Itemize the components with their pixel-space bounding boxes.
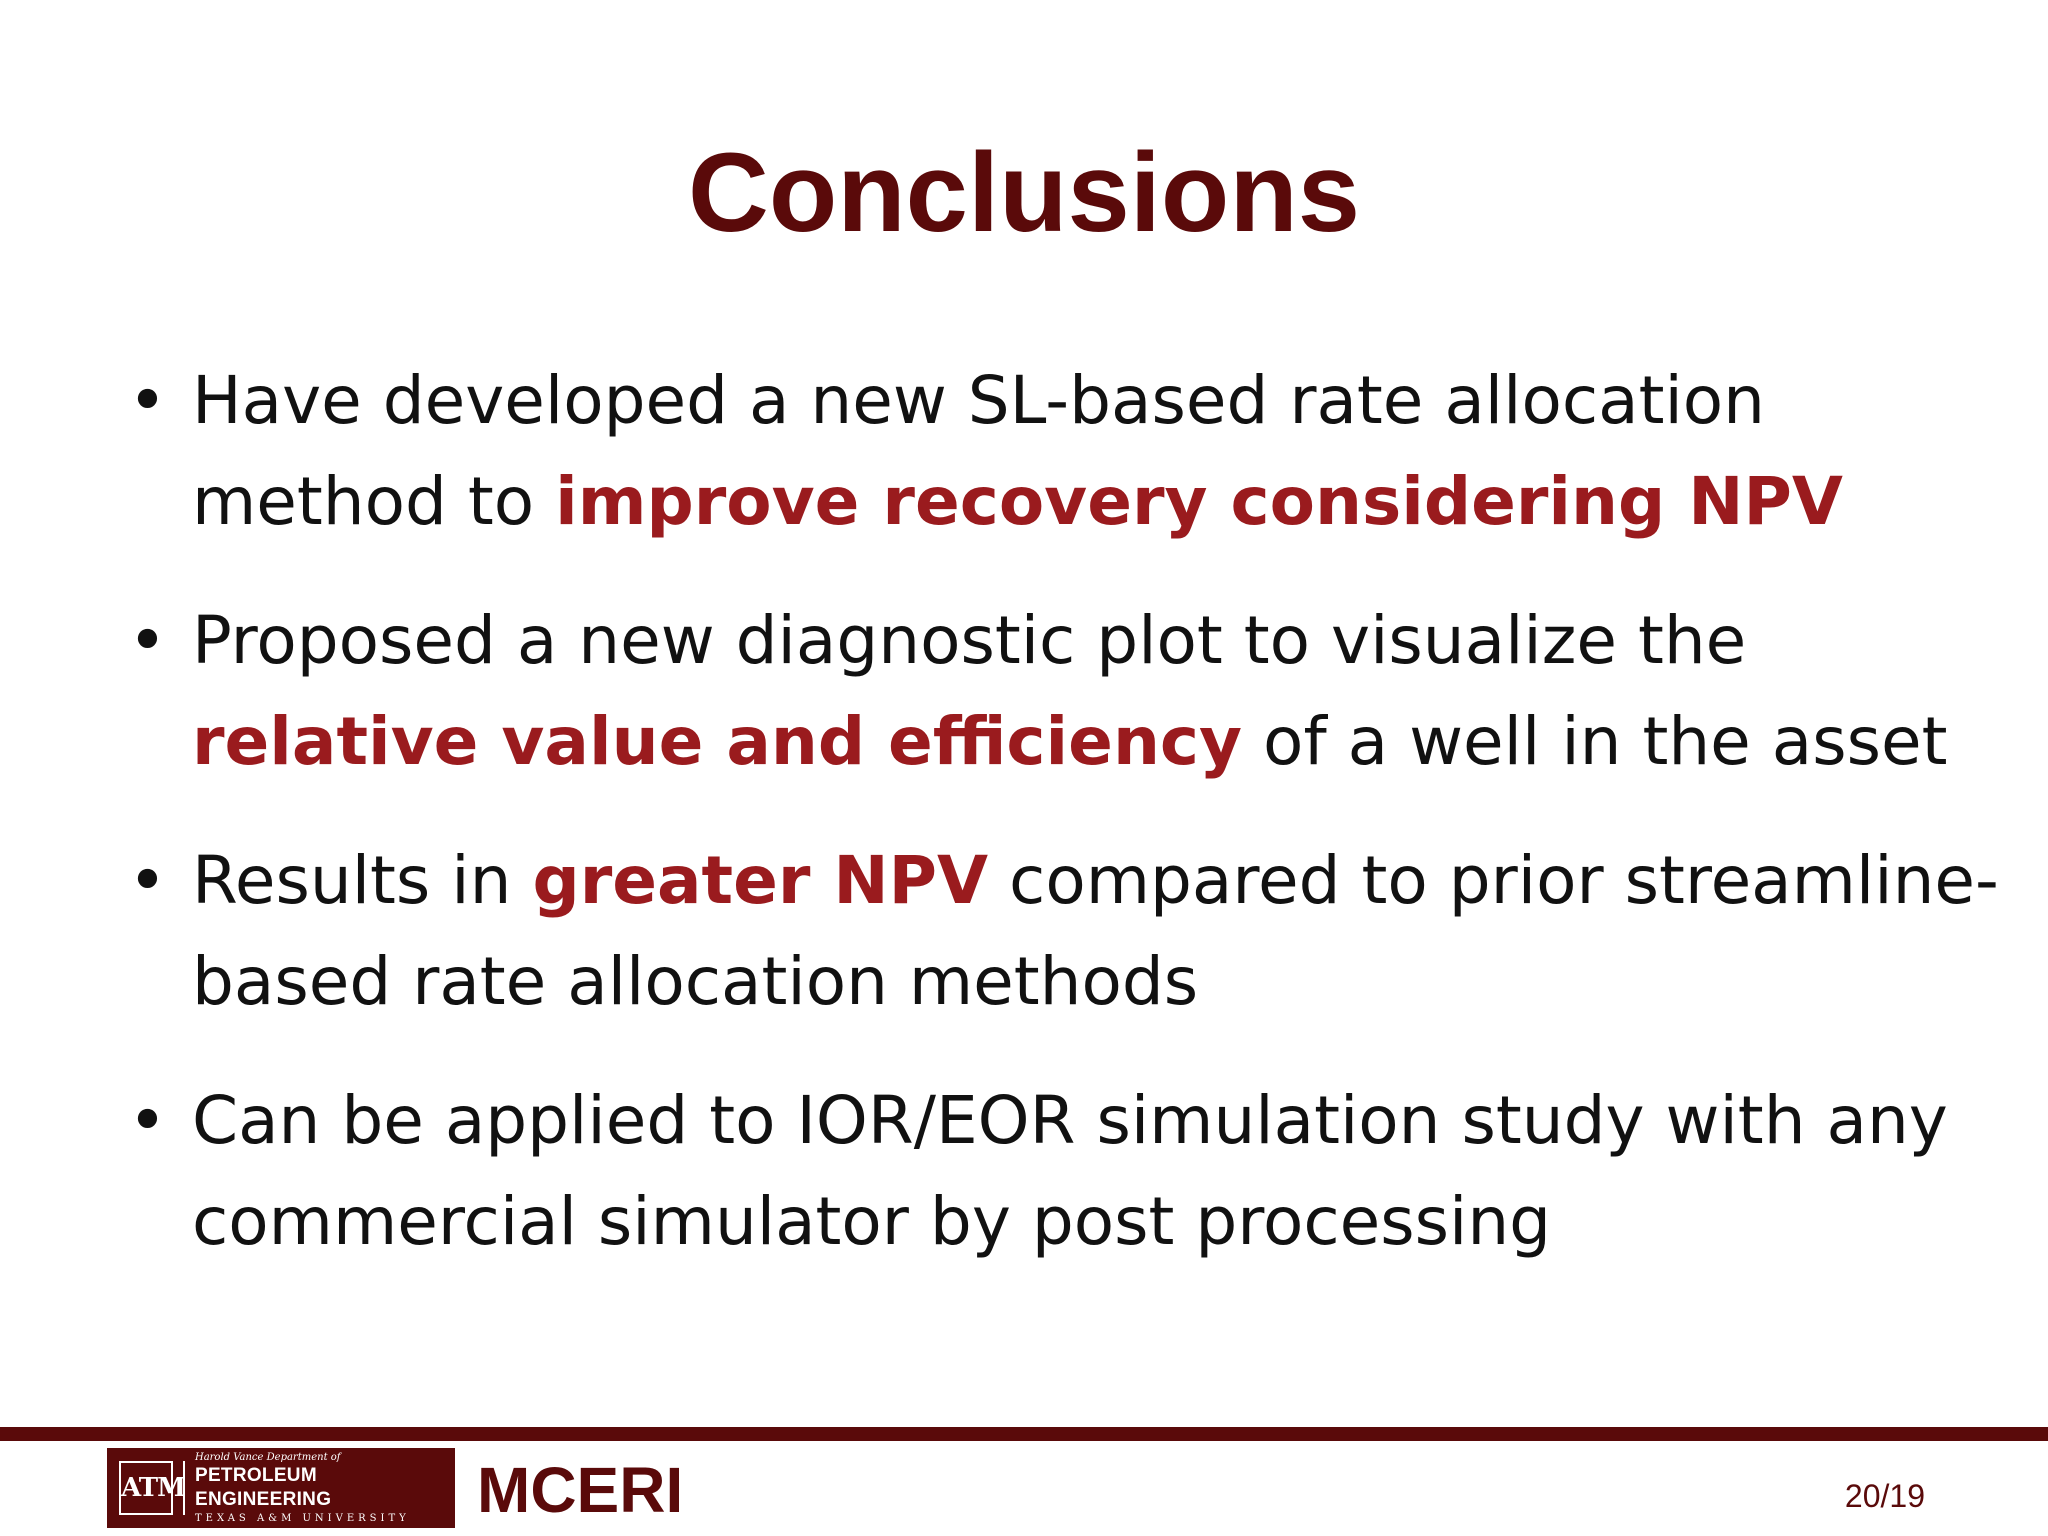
logo-university-text: TEXAS A&M UNIVERSITY (195, 1512, 455, 1525)
bullet-dot-icon: • (128, 350, 167, 451)
bullet-item: • Can be applied to IOR/EOR simulation s… (128, 1070, 2008, 1272)
logo-main-text: PETROLEUM ENGINEERING (195, 1464, 455, 1512)
logo-department-text: Harold Vance Department of (195, 1451, 455, 1464)
bullet-text: Results in (192, 842, 532, 919)
petroleum-engineering-logo: ATM Harold Vance Department of PETROLEUM… (107, 1448, 455, 1528)
bullet-item: • Proposed a new diagnostic plot to visu… (128, 590, 2008, 792)
bullet-item: • Results in greater NPV compared to pri… (128, 830, 2008, 1032)
page-number: 20/19 (1845, 1476, 1925, 1516)
slide-title: Conclusions (0, 128, 2048, 258)
bullet-highlight: relative value and efficiency (192, 703, 1242, 780)
logo-text: Harold Vance Department of PETROLEUM ENG… (195, 1451, 455, 1525)
bullet-highlight: greater NPV (532, 842, 988, 919)
bullet-text: Proposed a new diagnostic plot to visual… (192, 602, 1746, 679)
bullet-highlight: improve recovery considering NPV (555, 463, 1843, 540)
footer-divider (0, 1427, 2048, 1441)
logo-divider (183, 1461, 185, 1515)
bullet-list: • Have developed a new SL-based rate all… (128, 350, 2008, 1310)
bullet-dot-icon: • (128, 830, 167, 931)
bullet-dot-icon: • (128, 590, 167, 691)
bullet-text: of a well in the asset (1242, 703, 1947, 780)
bullet-item: • Have developed a new SL-based rate all… (128, 350, 2008, 552)
organization-name: MCERI (477, 1452, 683, 1528)
atm-logo-icon: ATM (119, 1461, 173, 1515)
bullet-dot-icon: • (128, 1070, 167, 1171)
bullet-text: Can be applied to IOR/EOR simulation stu… (192, 1082, 1948, 1260)
